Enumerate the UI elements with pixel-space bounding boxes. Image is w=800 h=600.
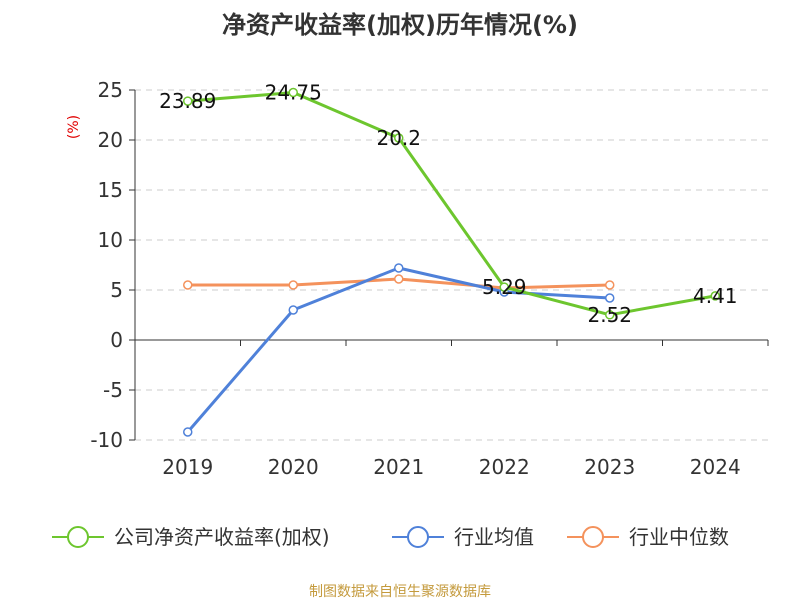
y-tick-label: 5 [110, 278, 123, 302]
legend-item: 公司净资产收益率(加权) [52, 525, 330, 549]
x-tick-label: 2024 [690, 455, 741, 479]
data-label: 2.52 [587, 303, 632, 327]
y-tick-label: 15 [98, 178, 123, 202]
data-point [499, 282, 509, 292]
series-2 [183, 274, 615, 293]
data-point [288, 87, 298, 98]
data-point [394, 263, 404, 273]
series-lines [183, 87, 720, 437]
data-point [605, 310, 615, 320]
legend-label: 公司净资产收益率(加权) [114, 525, 330, 549]
y-tick-label: 20 [98, 128, 123, 152]
x-tick-label: 2022 [479, 455, 530, 479]
legend-label: 行业中位数 [629, 525, 729, 549]
legend-label: 行业均值 [454, 525, 534, 549]
x-tick-label: 2020 [268, 455, 319, 479]
data-point [710, 291, 720, 301]
x-tick-label: 2023 [584, 455, 635, 479]
data-point [288, 305, 298, 315]
legend-marker [407, 526, 429, 548]
axes: 25 20 15 10 5 0 -5 -10 2019 2020 2021 2022 2023 2024 [90, 78, 769, 479]
y-tick-label: -10 [90, 428, 123, 452]
data-label: 24.75 [265, 81, 322, 105]
series-line [186, 266, 610, 433]
data-label: 4.41 [693, 284, 738, 308]
series-0 [183, 87, 720, 320]
series-line [187, 91, 716, 317]
legend-marker [67, 526, 89, 548]
data-point [394, 274, 404, 284]
data-point [605, 293, 615, 303]
data-point [605, 280, 615, 290]
data-label: 5.29 [482, 275, 527, 299]
chart-title: 净资产收益率(加权)历年情况(%) [222, 11, 578, 39]
data-point [288, 280, 298, 290]
data-labels: 23.89 24.75 20.2 5.29 2.52 4.41 [159, 81, 737, 327]
y-tick-label: 10 [98, 228, 123, 252]
y-tick-label: -5 [103, 378, 123, 402]
y-tick-label: 25 [98, 78, 123, 102]
legend-marker [582, 526, 604, 548]
y-axis-label: (%) [66, 115, 82, 139]
data-label: 20.2 [376, 126, 421, 150]
data-point [183, 427, 193, 437]
data-label: 23.89 [159, 89, 216, 113]
y-tick-label: 0 [110, 328, 123, 352]
legend-item: 行业中位数 [567, 525, 729, 549]
source-note: 制图数据来自恒生聚源数据库 [309, 584, 491, 600]
series-1 [183, 263, 615, 437]
x-tick-label: 2021 [373, 455, 424, 479]
data-point [183, 96, 193, 106]
data-point [183, 280, 193, 290]
legend-item: 行业均值 [392, 525, 534, 549]
x-tick-label: 2019 [162, 455, 213, 479]
data-point [394, 133, 404, 143]
grid-lines [135, 89, 768, 441]
legend: 公司净资产收益率(加权) 行业均值 行业中位数 [52, 525, 729, 549]
